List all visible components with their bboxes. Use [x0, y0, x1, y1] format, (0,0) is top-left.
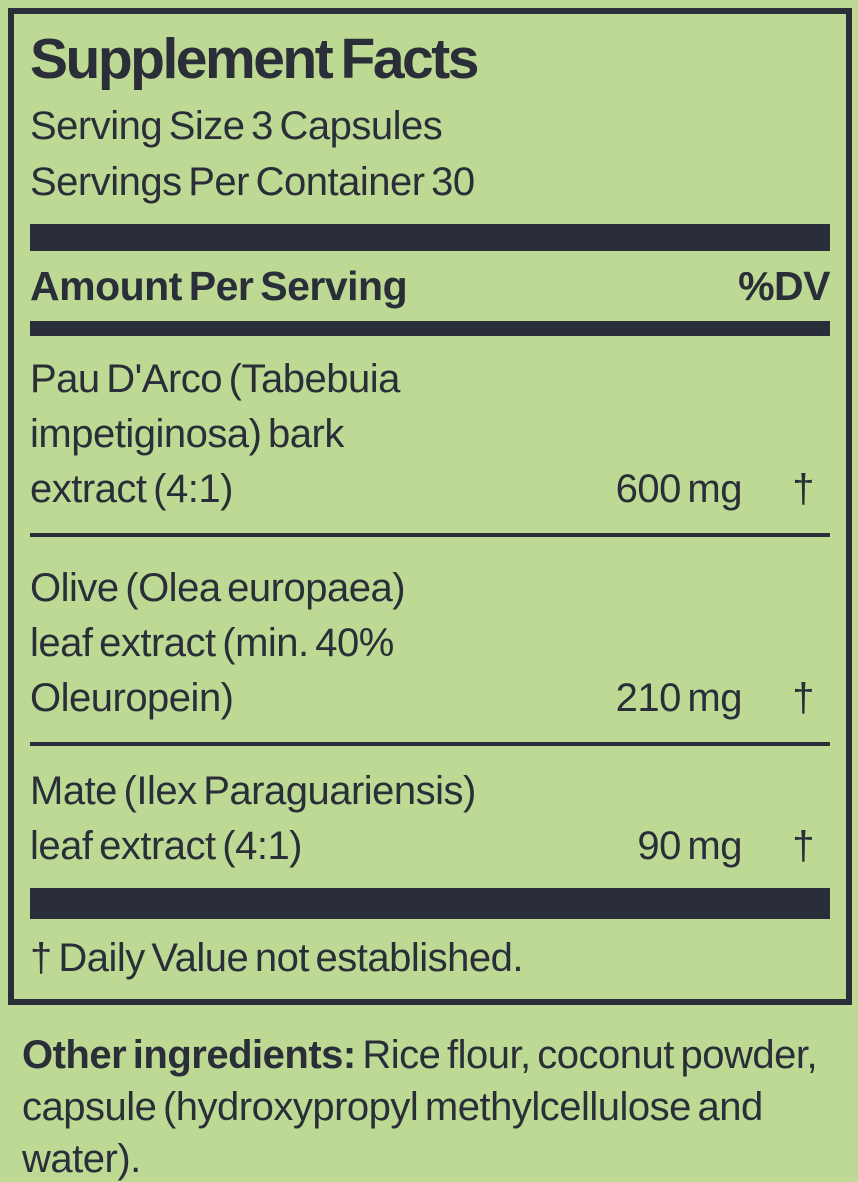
ingredient-name-line: Pau D'Arco (Tabebuia	[30, 357, 400, 401]
amount-per-serving-header: Amount Per Serving	[30, 263, 408, 309]
column-header-row: Amount Per Serving %DV	[30, 251, 830, 321]
percent-dv-header: %DV	[738, 263, 830, 309]
ingredient-dv-dagger: †	[792, 676, 814, 720]
ingredient-amount: 90 mg	[637, 824, 742, 868]
ingredient-amount-line: Oleuropein) 210 mg †	[30, 671, 830, 726]
row-separator	[30, 533, 830, 537]
ingredient-dv-dagger: †	[792, 467, 814, 511]
ingredient-name-line: Oleuropein)	[30, 676, 234, 720]
row-separator	[30, 742, 830, 746]
ingredient-name-line: leaf extract (min. 40%	[30, 621, 394, 665]
ingredient-amount-line: extract (4:1) 600 mg †	[30, 462, 830, 517]
panel-title: Supplement Facts	[30, 27, 479, 91]
supplement-facts-panel: Supplement Facts Serving Size 3 Capsules…	[8, 8, 852, 1005]
ingredient-name-line: Mate (Ilex Paraguariensis)	[30, 769, 476, 813]
ingredient-row-mate: Mate (Ilex Paraguariensis) leaf extract …	[30, 746, 830, 888]
daily-value-footnote: † Daily Value not established.	[30, 936, 524, 980]
divider-bar-thick-top	[30, 224, 830, 251]
ingredient-amount: 600 mg	[615, 467, 743, 511]
ingredient-amount: 210 mg	[615, 676, 743, 720]
ingredient-name-line: extract (4:1)	[30, 467, 233, 511]
other-ingredients: Other ingredients: Rice flour, coconut p…	[22, 1029, 844, 1182]
serving-size: Serving Size 3 Capsules	[30, 104, 443, 148]
divider-bar-thick-bottom	[30, 888, 830, 919]
ingredient-dv-dagger: †	[792, 824, 814, 868]
ingredient-name-line: leaf extract (4:1)	[30, 824, 303, 868]
ingredient-name-line: Olive (Olea europaea)	[30, 566, 406, 610]
serving-info: Serving Size 3 Capsules Servings Per Con…	[30, 98, 830, 210]
other-ingredients-label: Other ingredients:	[22, 1033, 356, 1077]
other-ingredients-text: Rice flour, coconut powder, capsule (hyd…	[22, 1033, 818, 1181]
ingredient-row-pau-darco: Pau D'Arco (Tabebuia impetiginosa) bark …	[30, 336, 830, 533]
ingredient-amount-line: leaf extract (4:1) 90 mg †	[30, 819, 830, 874]
ingredient-name-line: impetiginosa) bark	[30, 412, 344, 456]
ingredient-row-olive: Olive (Olea europaea) leaf extract (min.…	[30, 537, 830, 742]
divider-bar-medium	[30, 321, 830, 336]
servings-per-container: Servings Per Container 30	[30, 160, 475, 204]
